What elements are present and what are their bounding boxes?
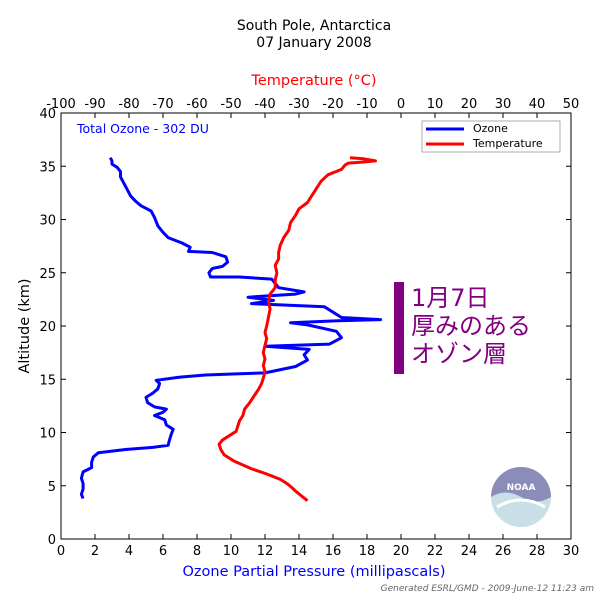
annotation-line-2: 厚みのある [411,312,531,340]
bottom-x-tick-label: 16 [325,544,342,559]
y-tick-label: 25 [39,267,56,282]
legend: Ozone Temperature [421,120,561,153]
top-x-tick-label: 30 [495,97,512,112]
bottom-x-tick-label: 24 [461,544,478,559]
credit-text: Generated ESRL/GMD - 2009-June-12 11:23 … [381,584,595,594]
bottom-x-tick-label: 2 [91,544,99,559]
axis-ticks [60,112,572,540]
top-x-tick-label: -10 [356,97,377,112]
legend-box [421,120,561,153]
temperature-series-line [217,156,377,502]
bottom-x-tick-label: 18 [359,544,376,559]
y-tick-label: 5 [48,480,56,495]
top-x-tick-label: 10 [427,97,444,112]
y-tick-label: 30 [39,214,56,229]
bottom-x-tick-label: 12 [257,544,274,559]
bottom-x-tick-label: 0 [57,544,65,559]
y-tick-label: 10 [39,427,56,442]
bottom-x-tick-label: 4 [125,544,133,559]
bottom-x-tick-label: 30 [563,544,580,559]
top-x-tick-label: 0 [397,97,405,112]
top-x-tick-label: -80 [118,97,139,112]
bottom-x-tick-label: 26 [495,544,512,559]
chart-subtitle: 07 January 2008 [256,35,371,51]
ozone-series-line [79,156,383,500]
top-x-tick-label: -90 [84,97,105,112]
bottom-x-tick-label: 22 [427,544,444,559]
y-tick-label: 20 [39,320,56,335]
top-x-tick-label: -20 [322,97,343,112]
top-x-tick-label: -30 [288,97,309,112]
noaa-logo-bird-area [491,467,551,502]
axis-tick-labels: 0 2 4 6 8 10 12 14 16 18 20 22 24 26 28 30-100 -90 -80 -70… [39,97,579,559]
legend-temperature-label: Temperature [472,137,543,150]
legend-ozone-label: Ozone [473,122,508,135]
y-axis-title: Altitude (km) [17,278,33,373]
top-x-tick-label: 20 [461,97,478,112]
bottom-x-tick-label: 14 [291,544,308,559]
annotation-line-1: 1月7日 [411,284,490,312]
y-tick-label: 15 [39,373,56,388]
annotation-line-3: オゾン層 [411,340,507,368]
top-x-tick-label: -50 [220,97,241,112]
bottom-x-tick-label: 28 [529,544,546,559]
noaa-logo-wave [496,498,546,509]
bottom-x-tick-label: 6 [159,544,167,559]
annotation-bar [394,282,404,374]
top-x-tick-label: -60 [186,97,207,112]
top-x-tick-label: -100 [46,97,76,112]
y-tick-label: 0 [48,533,56,548]
top-x-tick-label: -40 [254,97,275,112]
noaa-logo-text: NOAA [507,483,536,493]
total-ozone-label: Total Ozone - 302 DU [76,121,209,136]
top-x-tick-label: -70 [152,97,173,112]
annotation: 1月7日 厚みのある オゾン層 [394,282,531,374]
bottom-x-tick-label: 10 [223,544,240,559]
y-tick-label: 35 [39,160,56,175]
bottom-x-tick-label: 8 [193,544,201,559]
top-axis-title: Temperature (°C) [250,73,376,89]
y-tick-label: 40 [39,107,56,122]
bottom-axis-title: Ozone Partial Pressure (millipascals) [183,564,446,580]
noaa-logo: NOAA [491,467,551,527]
top-x-tick-label: 50 [563,97,580,112]
bottom-x-tick-label: 20 [393,544,410,559]
chart-title: South Pole, Antarctica [237,18,391,34]
top-x-tick-label: 40 [529,97,546,112]
